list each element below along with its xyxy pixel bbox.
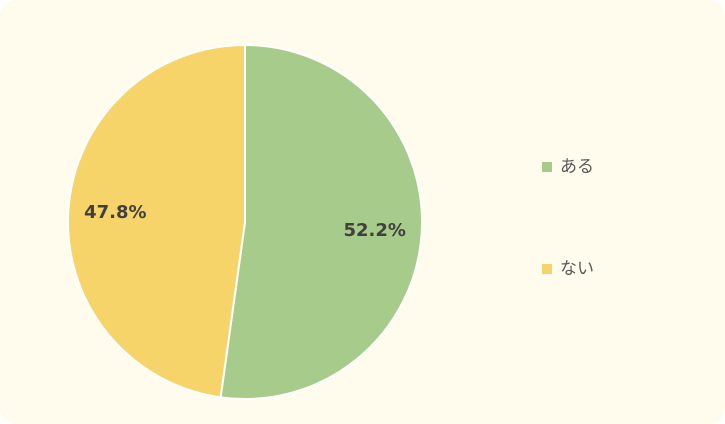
data-label: 47.8%: [84, 202, 146, 223]
pie-slice: [219, 43, 423, 400]
data-label: 52.2%: [343, 220, 405, 241]
legend-label: ある: [560, 157, 594, 177]
legend-swatch: [542, 264, 552, 274]
legend-label: ない: [560, 259, 594, 279]
pie-slice: [67, 43, 246, 399]
legend-swatch: [542, 162, 552, 172]
